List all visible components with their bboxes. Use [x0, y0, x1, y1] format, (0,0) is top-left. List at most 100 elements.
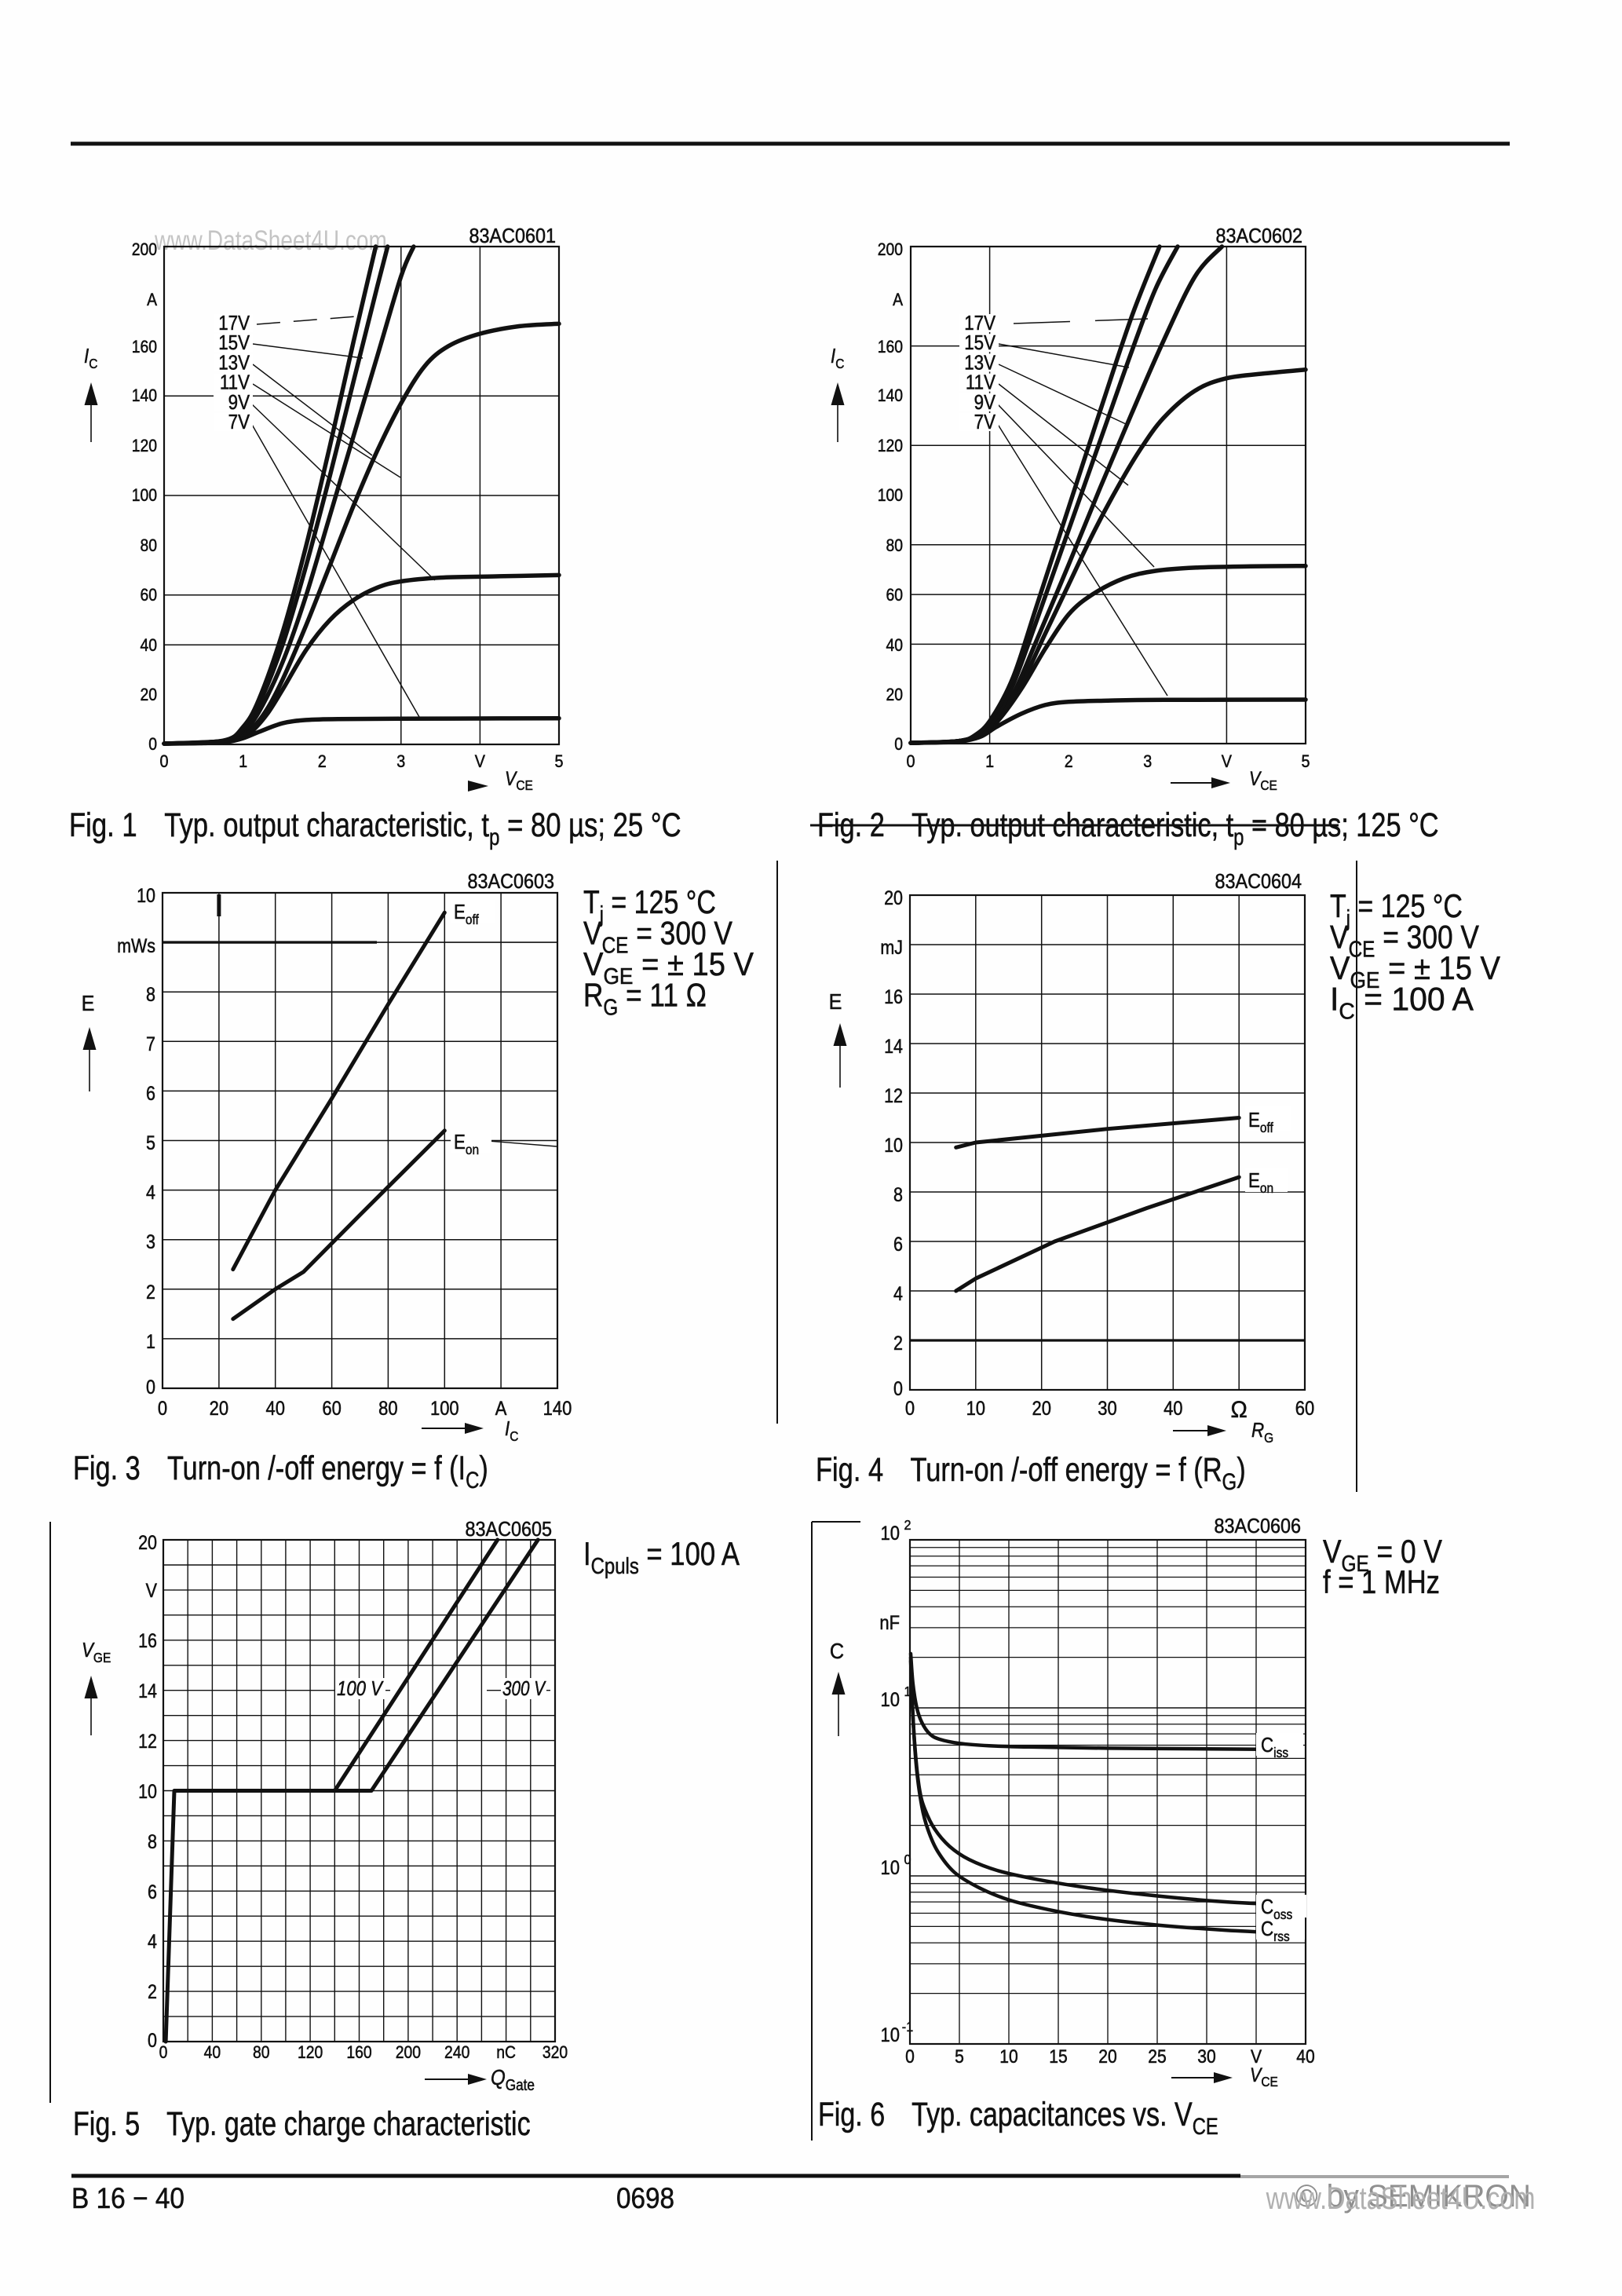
svg-text:Eoff: Eoff: [1248, 1109, 1273, 1135]
svg-text:ICpuls = 100 A: ICpuls = 100 A: [583, 1536, 740, 1579]
svg-text:IC = 100 A: IC = 100 A: [1330, 980, 1474, 1025]
svg-text:160: 160: [346, 2043, 371, 2062]
svg-text:7: 7: [146, 1033, 155, 1055]
svg-text:17V: 17V: [218, 312, 250, 335]
svg-text:Fig. 2 Typ. output characteri: Fig. 2 Typ. output characteristic, tp = …: [817, 806, 1439, 850]
svg-text:0: 0: [159, 2043, 168, 2062]
svg-text:0: 0: [146, 1376, 155, 1398]
svg-text:VGE = 0 V: VGE = 0 V: [1323, 1534, 1442, 1576]
svg-text:VGE: VGE: [82, 1639, 111, 1665]
svg-text:15V: 15V: [964, 332, 996, 355]
svg-text:10: 10: [881, 2024, 900, 2046]
svg-text:16: 16: [138, 1629, 157, 1651]
svg-text:IC: IC: [831, 345, 844, 371]
svg-text:IC: IC: [505, 1417, 518, 1444]
svg-text:VCE = 300 V: VCE = 300 V: [1330, 919, 1479, 962]
svg-text:6: 6: [148, 1881, 157, 1903]
svg-text:20: 20: [138, 1531, 157, 1553]
svg-text:5: 5: [1301, 752, 1310, 771]
svg-text:40: 40: [1164, 1398, 1182, 1420]
svg-text:E: E: [829, 989, 842, 1015]
svg-text:12: 12: [138, 1730, 157, 1752]
svg-text:nF: nF: [879, 1612, 900, 1634]
svg-text:8: 8: [893, 1183, 903, 1205]
svg-text:100: 100: [878, 486, 903, 505]
svg-text:11V: 11V: [220, 371, 250, 394]
svg-text:B 16 − 40: B 16 − 40: [71, 2182, 184, 2214]
svg-text:80: 80: [886, 536, 903, 555]
svg-text:100: 100: [132, 486, 157, 505]
svg-text:Eoff: Eoff: [454, 901, 479, 927]
svg-text:nC: nC: [496, 2043, 516, 2062]
svg-text:-1: -1: [902, 2019, 913, 2035]
svg-text:2: 2: [904, 1517, 911, 1533]
svg-text:A: A: [147, 291, 157, 309]
svg-text:0: 0: [158, 1398, 167, 1420]
svg-text:200: 200: [396, 2043, 421, 2062]
svg-text:1: 1: [146, 1330, 155, 1352]
svg-text:Eon: Eon: [454, 1131, 479, 1157]
svg-text:VGE = ± 15 V: VGE = ± 15 V: [583, 946, 754, 989]
svg-text:160: 160: [132, 338, 157, 356]
svg-text:10: 10: [966, 1398, 985, 1420]
svg-text:10: 10: [884, 1134, 903, 1156]
svg-text:83AC0606: 83AC0606: [1214, 1515, 1301, 1537]
svg-text:0: 0: [904, 1852, 911, 1867]
svg-text:60: 60: [322, 1398, 341, 1420]
svg-text:20: 20: [140, 686, 157, 704]
svg-text:11V: 11V: [966, 371, 996, 394]
svg-text:VCE: VCE: [505, 767, 533, 793]
svg-text:15: 15: [1049, 2046, 1067, 2067]
svg-text:12: 12: [884, 1084, 903, 1106]
svg-text:6: 6: [146, 1082, 155, 1104]
svg-text:40: 40: [886, 636, 903, 655]
svg-text:10: 10: [138, 1780, 157, 1802]
svg-text:C: C: [830, 1639, 844, 1664]
svg-text:5: 5: [554, 752, 563, 771]
svg-text:1: 1: [985, 752, 994, 771]
svg-text:V: V: [1251, 2046, 1262, 2067]
svg-text:© by SEMIKRON: © by SEMIKRON: [1295, 2179, 1531, 2214]
svg-text:0: 0: [893, 1377, 903, 1399]
svg-text:120: 120: [298, 2043, 323, 2062]
svg-text:0698: 0698: [616, 2182, 674, 2214]
svg-text:A: A: [893, 291, 903, 309]
svg-text:40: 40: [204, 2043, 221, 2062]
svg-text:5: 5: [146, 1132, 155, 1153]
svg-text:25: 25: [1148, 2046, 1166, 2067]
svg-text:10: 10: [881, 1689, 900, 1711]
svg-text:10: 10: [999, 2046, 1017, 2067]
svg-text:E: E: [82, 991, 95, 1016]
svg-text:9V: 9V: [228, 391, 250, 414]
svg-text:IC: IC: [84, 345, 97, 371]
svg-text:20: 20: [884, 887, 903, 909]
svg-text:120: 120: [132, 437, 157, 455]
svg-text:30: 30: [1197, 2046, 1215, 2067]
svg-text:120: 120: [878, 437, 903, 455]
svg-text:60: 60: [1295, 1398, 1314, 1420]
svg-text:www.DataSheet4U.com: www.DataSheet4U.com: [154, 225, 387, 256]
svg-text:83AC0603: 83AC0603: [467, 871, 554, 893]
svg-text:V: V: [146, 1579, 158, 1601]
svg-text:Ciss: Ciss: [1261, 1734, 1288, 1760]
svg-text:4: 4: [893, 1282, 903, 1304]
svg-text:20: 20: [886, 686, 903, 704]
svg-text:1: 1: [904, 1684, 911, 1699]
svg-text:0: 0: [159, 752, 168, 771]
svg-text:4: 4: [148, 1930, 157, 1952]
svg-text:3: 3: [396, 752, 405, 771]
svg-text:60: 60: [140, 586, 157, 605]
svg-text:RG = 11 Ω: RG = 11 Ω: [583, 978, 707, 1020]
svg-text:Tj = 125 °C: Tj = 125 °C: [1330, 888, 1463, 931]
svg-text:140: 140: [132, 386, 157, 405]
svg-text:0: 0: [905, 2046, 915, 2067]
svg-text:83AC0602: 83AC0602: [1215, 225, 1302, 247]
svg-text:2: 2: [146, 1281, 155, 1303]
svg-text:20: 20: [1098, 2046, 1116, 2067]
svg-text:2: 2: [1065, 752, 1073, 771]
svg-text:www.DataSheet4U.com: www.DataSheet4U.com: [1266, 2181, 1536, 2216]
svg-text:8: 8: [148, 1830, 157, 1852]
svg-text:1: 1: [239, 752, 247, 771]
svg-text:VGE = ± 15 V: VGE = ± 15 V: [1330, 950, 1500, 993]
svg-text:0: 0: [148, 2029, 157, 2051]
